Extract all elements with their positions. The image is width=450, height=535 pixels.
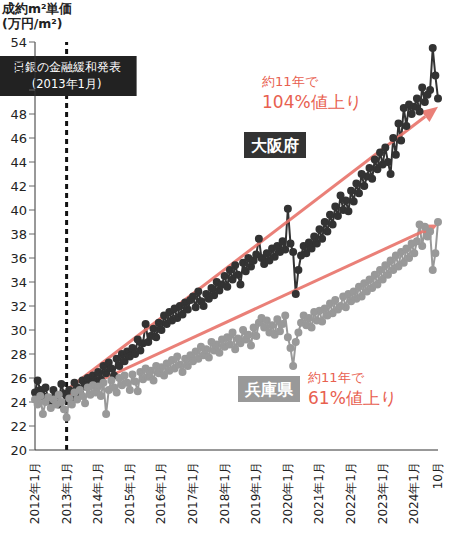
svg-text:兵庫県: 兵庫県 <box>244 380 294 399</box>
svg-text:36: 36 <box>10 251 27 266</box>
svg-text:104%値上り: 104%値上り <box>262 92 362 112</box>
svg-text:2020年1月: 2020年1月 <box>281 462 295 524</box>
svg-text:2017年1月: 2017年1月 <box>186 462 200 524</box>
svg-text:20: 20 <box>10 443 27 458</box>
svg-text:42: 42 <box>10 179 27 194</box>
svg-text:日銀の金融緩和発表: 日銀の金融緩和発表 <box>13 60 121 74</box>
svg-text:61%値上り: 61%値上り <box>308 388 397 408</box>
svg-text:2015年1月: 2015年1月 <box>123 462 137 524</box>
svg-text:2021年1月: 2021年1月 <box>312 462 326 524</box>
svg-text:28: 28 <box>10 347 27 362</box>
svg-text:38: 38 <box>10 227 27 242</box>
svg-text:2018年1月: 2018年1月 <box>218 462 232 524</box>
svg-text:40: 40 <box>10 203 27 218</box>
svg-text:46: 46 <box>10 131 27 146</box>
svg-text:22: 22 <box>10 419 27 434</box>
svg-text:10月: 10月 <box>431 462 442 489</box>
svg-text:48: 48 <box>10 107 27 122</box>
svg-text:(万円/m²): (万円/m²) <box>8 16 63 31</box>
svg-text:52: 52 <box>10 59 27 74</box>
svg-text:大阪府: 大阪府 <box>251 136 299 155</box>
svg-text:約11年で: 約11年で <box>262 74 319 89</box>
svg-text:50: 50 <box>10 83 27 98</box>
svg-text:26: 26 <box>10 371 27 386</box>
svg-text:2024年1月: 2024年1月 <box>407 462 421 524</box>
svg-text:2013年1月: 2013年1月 <box>60 462 74 524</box>
svg-text:約11年で: 約11年で <box>308 370 365 385</box>
svg-text:2014年1月: 2014年1月 <box>91 462 105 524</box>
svg-text:30: 30 <box>10 323 27 338</box>
svg-text:2012年1月: 2012年1月 <box>28 462 42 524</box>
svg-text:32: 32 <box>10 299 27 314</box>
svg-text:2022年1月: 2022年1月 <box>344 462 358 524</box>
svg-text:成約m²単価: 成約m²単価 <box>8 1 73 16</box>
svg-text:24: 24 <box>10 395 27 410</box>
svg-text:44: 44 <box>10 155 27 170</box>
svg-text:34: 34 <box>10 275 27 290</box>
svg-text:2019年1月: 2019年1月 <box>249 462 263 524</box>
svg-text:2023年1月: 2023年1月 <box>376 462 390 524</box>
svg-text:54: 54 <box>10 35 27 50</box>
svg-text:(2013年1月): (2013年1月) <box>32 77 102 91</box>
svg-text:2016年1月: 2016年1月 <box>154 462 168 524</box>
